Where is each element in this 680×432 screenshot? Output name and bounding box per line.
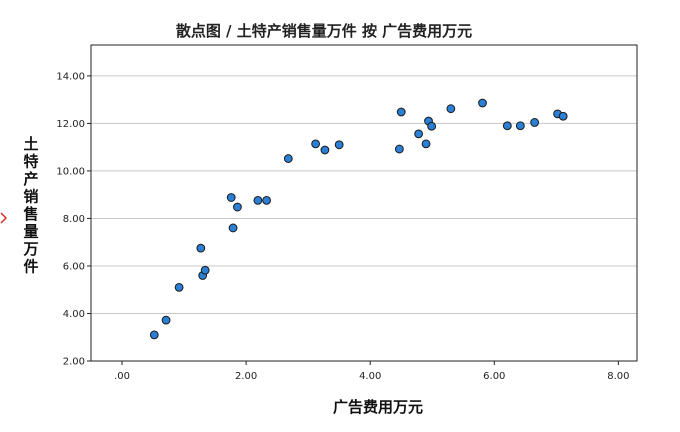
data-point xyxy=(196,243,206,253)
y-axis-title-char: 万 xyxy=(22,240,38,258)
x-tick-label: .00 xyxy=(114,371,130,382)
gridlines xyxy=(91,75,637,314)
data-point xyxy=(174,282,184,292)
red-arrow-marker xyxy=(0,212,7,224)
data-point xyxy=(530,118,540,127)
data-point xyxy=(200,265,210,275)
x-tick-label: 8.00 xyxy=(607,371,629,382)
y-tick-label: 4.00 xyxy=(63,309,85,320)
data-point xyxy=(233,202,242,212)
data-point xyxy=(334,140,344,150)
data-point xyxy=(421,139,431,149)
x-tick-label: 6.00 xyxy=(483,371,505,382)
y-axis-ticks: 2.00 4.00 6.00 8.00 10.00 12.00 14.00 xyxy=(56,71,91,368)
data-point xyxy=(262,195,271,205)
data-point xyxy=(226,193,236,202)
x-tick-label: 2.00 xyxy=(235,371,257,382)
y-axis-title: 土特产销售量万件 xyxy=(22,135,38,276)
data-point xyxy=(253,195,263,205)
data-point xyxy=(320,145,330,155)
data-point xyxy=(502,121,512,131)
y-axis-title-char: 售 xyxy=(23,205,38,223)
chart-title: 散点图 / 土特产销售量万件 按 广告费用万元 xyxy=(176,22,472,40)
data-points xyxy=(149,98,568,340)
y-tick-label: 8.00 xyxy=(63,214,85,225)
y-tick-label: 14.00 xyxy=(56,71,85,82)
x-axis-ticks: .00 2.00 4.00 6.00 8.00 xyxy=(114,361,630,382)
y-axis-title-char: 特 xyxy=(23,152,38,170)
data-point xyxy=(161,315,171,325)
y-axis-title-char: 销 xyxy=(23,187,38,205)
data-point xyxy=(515,121,525,131)
x-tick-label: 4.00 xyxy=(359,371,381,382)
data-point xyxy=(283,154,293,163)
y-tick-label: 6.00 xyxy=(63,261,85,272)
y-axis-title-char: 产 xyxy=(23,170,38,188)
y-tick-label: 10.00 xyxy=(56,166,85,177)
data-point xyxy=(558,111,568,121)
x-axis-title: 广告费用万元 xyxy=(333,398,423,416)
data-point xyxy=(446,104,456,114)
data-point xyxy=(414,129,424,139)
y-tick-label: 2.00 xyxy=(63,357,85,368)
y-axis-title-char: 土 xyxy=(23,135,38,153)
data-point xyxy=(427,121,437,131)
data-point xyxy=(396,107,406,117)
y-axis-title-char: 件 xyxy=(23,257,38,275)
plot-frame xyxy=(90,44,638,362)
y-axis-title-char: 量 xyxy=(23,222,38,240)
data-point xyxy=(228,223,238,233)
data-point xyxy=(394,144,404,154)
data-point xyxy=(478,98,487,108)
y-tick-label: 12.00 xyxy=(56,119,85,130)
data-point xyxy=(311,139,321,149)
data-point xyxy=(149,330,159,340)
